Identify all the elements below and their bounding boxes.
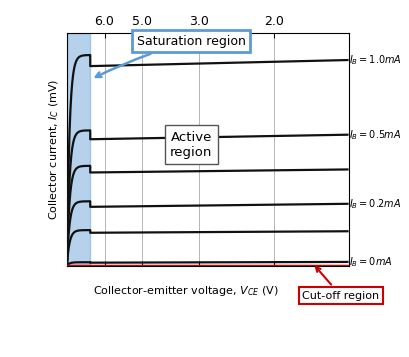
- Text: $I_B=0.5mA$: $I_B=0.5mA$: [349, 128, 402, 142]
- Text: Cut-off region: Cut-off region: [302, 267, 380, 301]
- Text: Collector-emitter voltage, $V_{CE}$ (V): Collector-emitter voltage, $V_{CE}$ (V): [92, 284, 279, 298]
- Text: Saturation region: Saturation region: [96, 35, 245, 77]
- Text: $I_B=0mA$: $I_B=0mA$: [349, 255, 393, 269]
- Text: $I_B=0.2mA$: $I_B=0.2mA$: [349, 197, 402, 211]
- Y-axis label: Collector current, $I_C$ (mV): Collector current, $I_C$ (mV): [48, 79, 61, 220]
- Text: Active
region: Active region: [170, 131, 212, 159]
- Text: $I_B=1.0mA$: $I_B=1.0mA$: [349, 53, 402, 67]
- Bar: [67, 33, 90, 266]
